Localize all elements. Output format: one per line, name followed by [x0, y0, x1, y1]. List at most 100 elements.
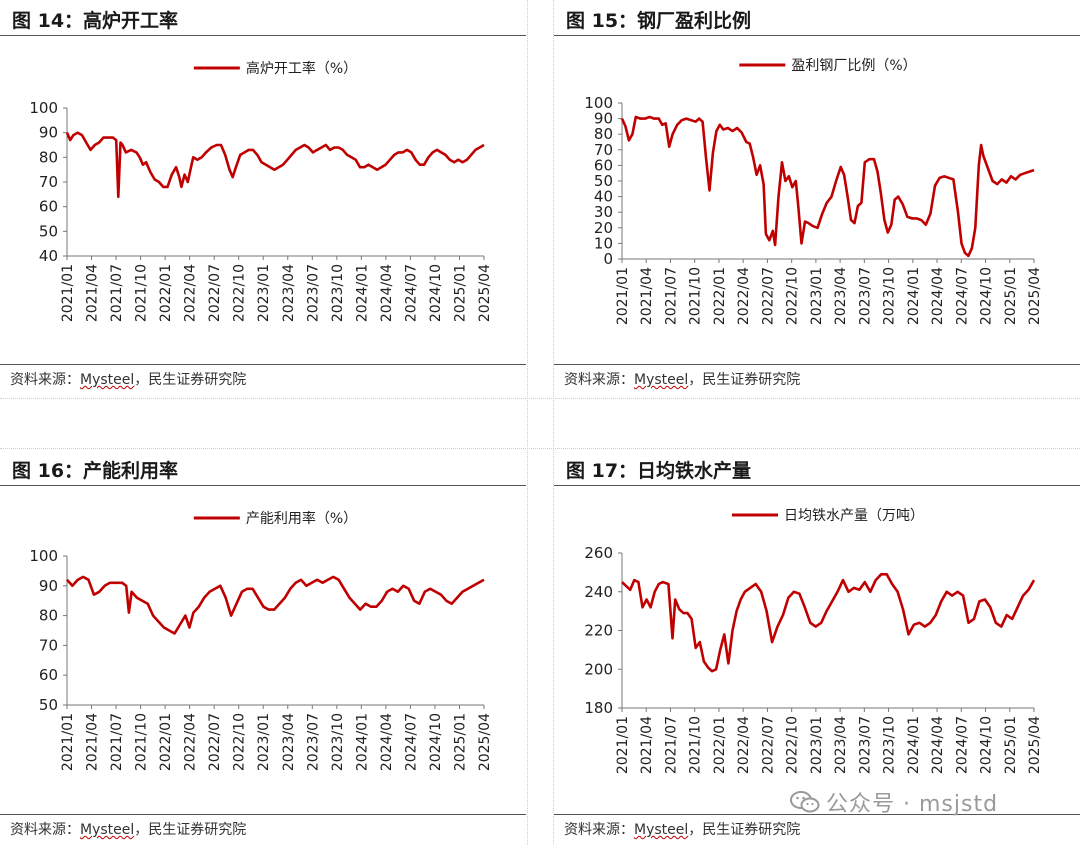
y-tick-label: 40 [39, 247, 58, 265]
x-tick-label: 2021/01 [615, 267, 631, 325]
watermark: 公众号 · msjstd [790, 786, 998, 818]
x-tick-label: 2023/10 [882, 716, 898, 774]
x-tick-label: 2024/10 [428, 713, 444, 771]
x-tick-label: 2024/04 [379, 713, 395, 771]
divider-vertical-left [527, 0, 528, 845]
x-tick-label: 2024/01 [906, 267, 922, 325]
x-tick-label: 2024/01 [906, 716, 922, 774]
y-tick-label: 100 [584, 94, 613, 112]
y-tick-label: 90 [39, 577, 58, 595]
series-line [620, 115, 1035, 258]
x-tick-label: 2022/01 [712, 267, 728, 325]
legend-label: 高炉开工率（%） [246, 60, 357, 77]
source-note: 资料来源：Mysteel，民生证券研究院 [0, 814, 526, 844]
x-tick-label: 2022/10 [232, 713, 248, 771]
x-tick-label: 2023/10 [330, 713, 346, 771]
x-tick-label: 2022/01 [712, 716, 728, 774]
x-tick-label: 2023/01 [256, 713, 272, 771]
x-tick-label: 2021/07 [663, 267, 679, 325]
y-tick-label: 10 [594, 234, 613, 252]
x-tick-label: 2025/01 [1003, 267, 1019, 325]
x-tick-label: 2025/01 [1003, 716, 1019, 774]
y-tick-label: 50 [39, 222, 58, 240]
x-tick-label: 2022/01 [158, 713, 174, 771]
source-note: 资料来源：Mysteel，民生证券研究院 [0, 364, 526, 394]
x-tick-label: 2025/04 [1027, 716, 1043, 774]
x-tick-label: 2025/04 [477, 713, 493, 771]
x-tick-label: 2024/07 [954, 267, 970, 325]
x-tick-label: 2023/07 [857, 267, 873, 325]
x-tick-label: 2023/04 [281, 264, 297, 322]
x-tick-label: 2021/04 [85, 713, 101, 771]
legend-label: 产能利用率（%） [246, 510, 357, 527]
wechat-icon [790, 791, 820, 813]
y-tick-label: 30 [594, 203, 613, 221]
y-tick-label: 200 [584, 660, 613, 678]
y-tick-label: 90 [594, 110, 613, 128]
x-tick-label: 2022/01 [158, 264, 174, 322]
watermark-text: 公众号 · msjstd [826, 792, 999, 817]
x-tick-label: 2023/10 [882, 267, 898, 325]
x-tick-label: 2024/04 [930, 267, 946, 325]
x-tick-label: 2022/07 [207, 264, 223, 322]
x-tick-label: 2021/10 [688, 267, 704, 325]
chart-blast-furnace-rate: 高炉开工率（%） 40 50 60 70 80 90 100 2021/01 2021/04 202… [29, 60, 493, 322]
chart-title: 图 17：日均铁水产量 [554, 456, 1080, 486]
x-tick-label: 2024/10 [979, 267, 995, 325]
x-tick-label: 2023/04 [833, 716, 849, 774]
y-tick-label: 80 [39, 148, 58, 166]
y-tick-label: 260 [584, 544, 613, 562]
x-tick-label: 2023/10 [330, 264, 346, 322]
source-label: 资料来源： [10, 372, 80, 388]
y-tick-label: 90 [39, 124, 58, 142]
x-tick-label: 2021/07 [109, 713, 125, 771]
source-org: Mysteel [80, 372, 135, 388]
y-tick-label: 80 [39, 607, 58, 625]
x-tick-label: 2025/01 [452, 713, 468, 771]
series-line [621, 573, 1036, 673]
source-rest: ，民生证券研究院 [688, 822, 801, 838]
source-note: 资料来源：Mysteel，民生证券研究院 [554, 814, 1080, 844]
chart-title: 图 16：产能利用率 [0, 456, 526, 486]
y-tick-label: 50 [39, 696, 58, 714]
x-tick-label: 2025/04 [1027, 267, 1043, 325]
y-tick-label: 240 [584, 583, 613, 601]
source-org: Mysteel [634, 372, 689, 388]
x-tick-label: 2022/07 [760, 267, 776, 325]
x-tick-label: 2021/10 [688, 716, 704, 774]
chart-pig-iron-output: 日均铁水产量（万吨） 180 200 220 240 260 2021/01 2021/04 2… [584, 508, 1043, 774]
series-line [66, 575, 485, 635]
y-tick-label: 80 [594, 125, 613, 143]
chart-title: 图 15：钢厂盈利比例 [554, 6, 1080, 36]
chart-panel-pig-iron-output: 图 17：日均铁水产量 日均铁水产量（万吨） 180 200 220 240 260 202… [554, 450, 1080, 845]
x-tick-label: 2024/07 [954, 716, 970, 774]
y-tick-label: 60 [594, 156, 613, 174]
x-tick-label: 2023/07 [305, 264, 321, 322]
source-rest: ，民生证券研究院 [134, 372, 247, 388]
x-tick-label: 2022/10 [232, 264, 248, 322]
x-tick-label: 2023/04 [833, 267, 849, 325]
x-tick-label: 2024/04 [930, 716, 946, 774]
x-tick-label: 2023/01 [256, 264, 272, 322]
x-tick-label: 2025/04 [477, 264, 493, 322]
x-tick-label: 2022/10 [785, 267, 801, 325]
x-tick-label: 2024/10 [979, 716, 995, 774]
y-tick-label: 50 [594, 172, 613, 190]
x-tick-label: 2024/07 [403, 713, 419, 771]
y-tick-label: 70 [39, 636, 58, 654]
source-label: 资料来源： [10, 822, 80, 838]
source-label: 资料来源： [564, 372, 634, 388]
x-tick-label: 2021/10 [134, 264, 150, 322]
series-line [65, 131, 485, 199]
x-tick-label: 2023/01 [809, 267, 825, 325]
x-tick-label: 2023/01 [809, 716, 825, 774]
y-tick-label: 20 [594, 219, 613, 237]
y-tick-label: 100 [29, 547, 58, 565]
y-tick-label: 40 [594, 188, 613, 206]
x-tick-label: 2022/07 [207, 713, 223, 771]
x-tick-label: 2024/01 [354, 264, 370, 322]
y-tick-label: 70 [594, 141, 613, 159]
y-tick-label: 70 [39, 173, 58, 191]
source-org: Mysteel [80, 822, 135, 838]
